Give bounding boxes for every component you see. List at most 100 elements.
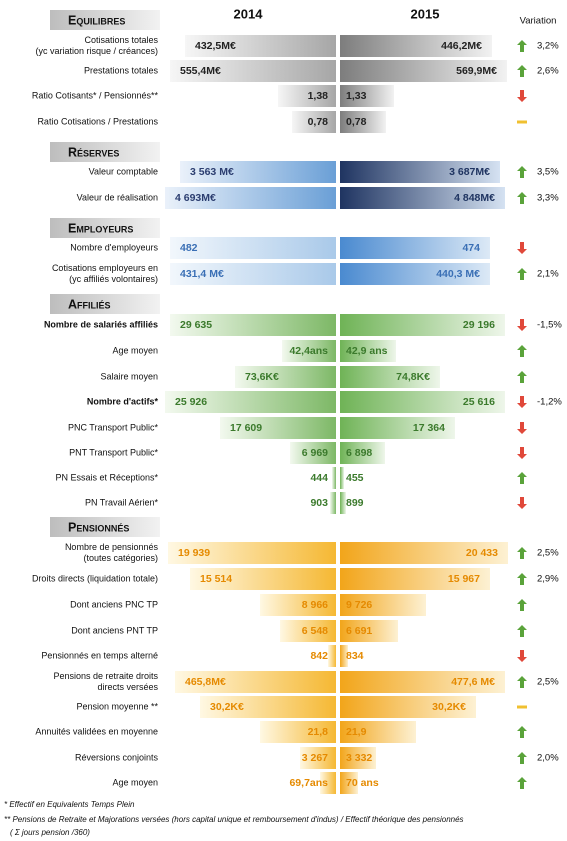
row-label: Age moyen <box>112 345 158 355</box>
value-2015: 9 726 <box>346 599 372 611</box>
value-2014: 0,78 <box>308 116 329 128</box>
bar-2015 <box>340 594 426 616</box>
row-label: Pensionnés en temps alterné <box>41 650 158 660</box>
variation: 3,3% <box>537 193 559 204</box>
bar-2015 <box>340 645 348 667</box>
bar-2014 <box>278 85 336 107</box>
bar-2014 <box>170 263 336 285</box>
bar-2014 <box>170 60 336 82</box>
section-title: Equilibres <box>68 13 125 27</box>
section-title: Réserves <box>68 145 119 159</box>
row-label: (yc variation risque / créances) <box>35 46 158 56</box>
bar-2015 <box>340 35 492 57</box>
bar-2014 <box>175 671 336 693</box>
value-2015: 569,9M€ <box>456 65 497 77</box>
value-2015: 6 898 <box>346 447 372 459</box>
trend-down-icon <box>517 396 527 408</box>
value-2015: 474 <box>462 242 480 254</box>
value-2015: 25 616 <box>463 396 495 408</box>
bar-2015 <box>340 721 416 743</box>
row-label: (yc affiliés volontaires) <box>69 274 158 284</box>
variation: 2,5% <box>537 548 559 559</box>
trend-up-icon <box>517 192 527 204</box>
value-2015: 3 332 <box>346 752 372 764</box>
year-header: 2014 <box>234 6 264 21</box>
bar-2015 <box>340 366 440 388</box>
trend-up-icon <box>517 676 527 688</box>
value-2015: 74,8K€ <box>396 371 430 383</box>
row-label: Pensions de retraite droits <box>53 671 158 681</box>
value-2015: 17 364 <box>413 422 445 434</box>
bar-2015 <box>340 237 490 259</box>
bar-2014 <box>332 467 336 489</box>
row-label: Dont anciens PNT TP <box>71 625 158 635</box>
variation: -1,5% <box>537 320 562 331</box>
section-header-bg <box>50 218 160 238</box>
value-2014: 6 969 <box>302 447 328 459</box>
value-2014: 482 <box>180 242 198 254</box>
variation: 2,0% <box>537 753 559 764</box>
value-2014: 8 966 <box>302 599 328 611</box>
value-2014: 17 609 <box>230 422 262 434</box>
value-2015: 42,9 ans <box>346 345 388 357</box>
variation: -1,2% <box>537 397 562 408</box>
value-2014: 3 267 <box>302 752 328 764</box>
year-header: 2015 <box>411 6 440 21</box>
value-2015: 4 848M€ <box>454 192 495 204</box>
bar-2015 <box>340 772 358 794</box>
value-2014: 842 <box>310 650 328 662</box>
value-2014: 15 514 <box>200 573 232 585</box>
value-2014: 30,2K€ <box>210 701 244 713</box>
trend-up-icon <box>517 726 527 738</box>
footnote: ** Pensions de Retraite et Majorations v… <box>4 815 464 824</box>
trend-up-icon <box>517 547 527 559</box>
trend-up-icon <box>517 625 527 637</box>
row-label: PN Travail Aérien* <box>85 497 159 507</box>
bar-2014 <box>330 492 336 514</box>
trend-up-icon <box>517 599 527 611</box>
trend-up-icon <box>517 777 527 789</box>
bar-2014 <box>190 568 336 590</box>
value-2014: 1,38 <box>308 90 329 102</box>
bar-2014 <box>282 340 336 362</box>
value-2014: 555,4M€ <box>180 65 221 77</box>
row-label: Droits directs (liquidation totale) <box>32 573 158 583</box>
bar-2014 <box>290 442 336 464</box>
variation: 2,9% <box>537 574 559 585</box>
bar-2014 <box>165 391 336 413</box>
value-2015: 1,33 <box>346 90 367 102</box>
variation: 2,6% <box>537 66 559 77</box>
variation-header: Variation <box>520 16 557 27</box>
row-label: directs versées <box>97 682 158 692</box>
trend-down-icon <box>517 422 527 434</box>
bar-2014 <box>260 594 336 616</box>
row-label: Cotisations employeurs en <box>52 263 158 273</box>
row-label: Dont anciens PNC TP <box>70 599 158 609</box>
row-label: Nombre de salariés affiliés <box>44 319 158 329</box>
bar-2014 <box>200 696 336 718</box>
trend-flat-icon <box>517 705 527 709</box>
bar-2014 <box>170 237 336 259</box>
value-2014: 903 <box>310 497 328 509</box>
value-2014: 3 563 M€ <box>190 166 234 178</box>
trend-down-icon <box>517 650 527 662</box>
bar-2015 <box>340 568 490 590</box>
bar-2015 <box>340 467 344 489</box>
row-label: Réversions conjoints <box>75 752 159 762</box>
value-2015: 477,6 M€ <box>451 676 495 688</box>
row-label: Pension moyenne ** <box>76 701 158 711</box>
section-title: Affiliés <box>68 297 111 311</box>
bar-2014 <box>260 721 336 743</box>
value-2015: 446,2M€ <box>441 40 482 52</box>
bar-2014 <box>320 772 336 794</box>
bar-2015 <box>340 620 398 642</box>
section-header-bg <box>50 294 160 314</box>
trend-down-icon <box>517 319 527 331</box>
trend-flat-icon <box>517 120 527 124</box>
trend-up-icon <box>517 268 527 280</box>
row-label: Ratio Cotisants* / Pensionnés** <box>32 90 159 100</box>
bar-2014 <box>280 620 336 642</box>
value-2014: 4 693M€ <box>175 192 216 204</box>
row-label: Valeur de réalisation <box>77 192 158 202</box>
